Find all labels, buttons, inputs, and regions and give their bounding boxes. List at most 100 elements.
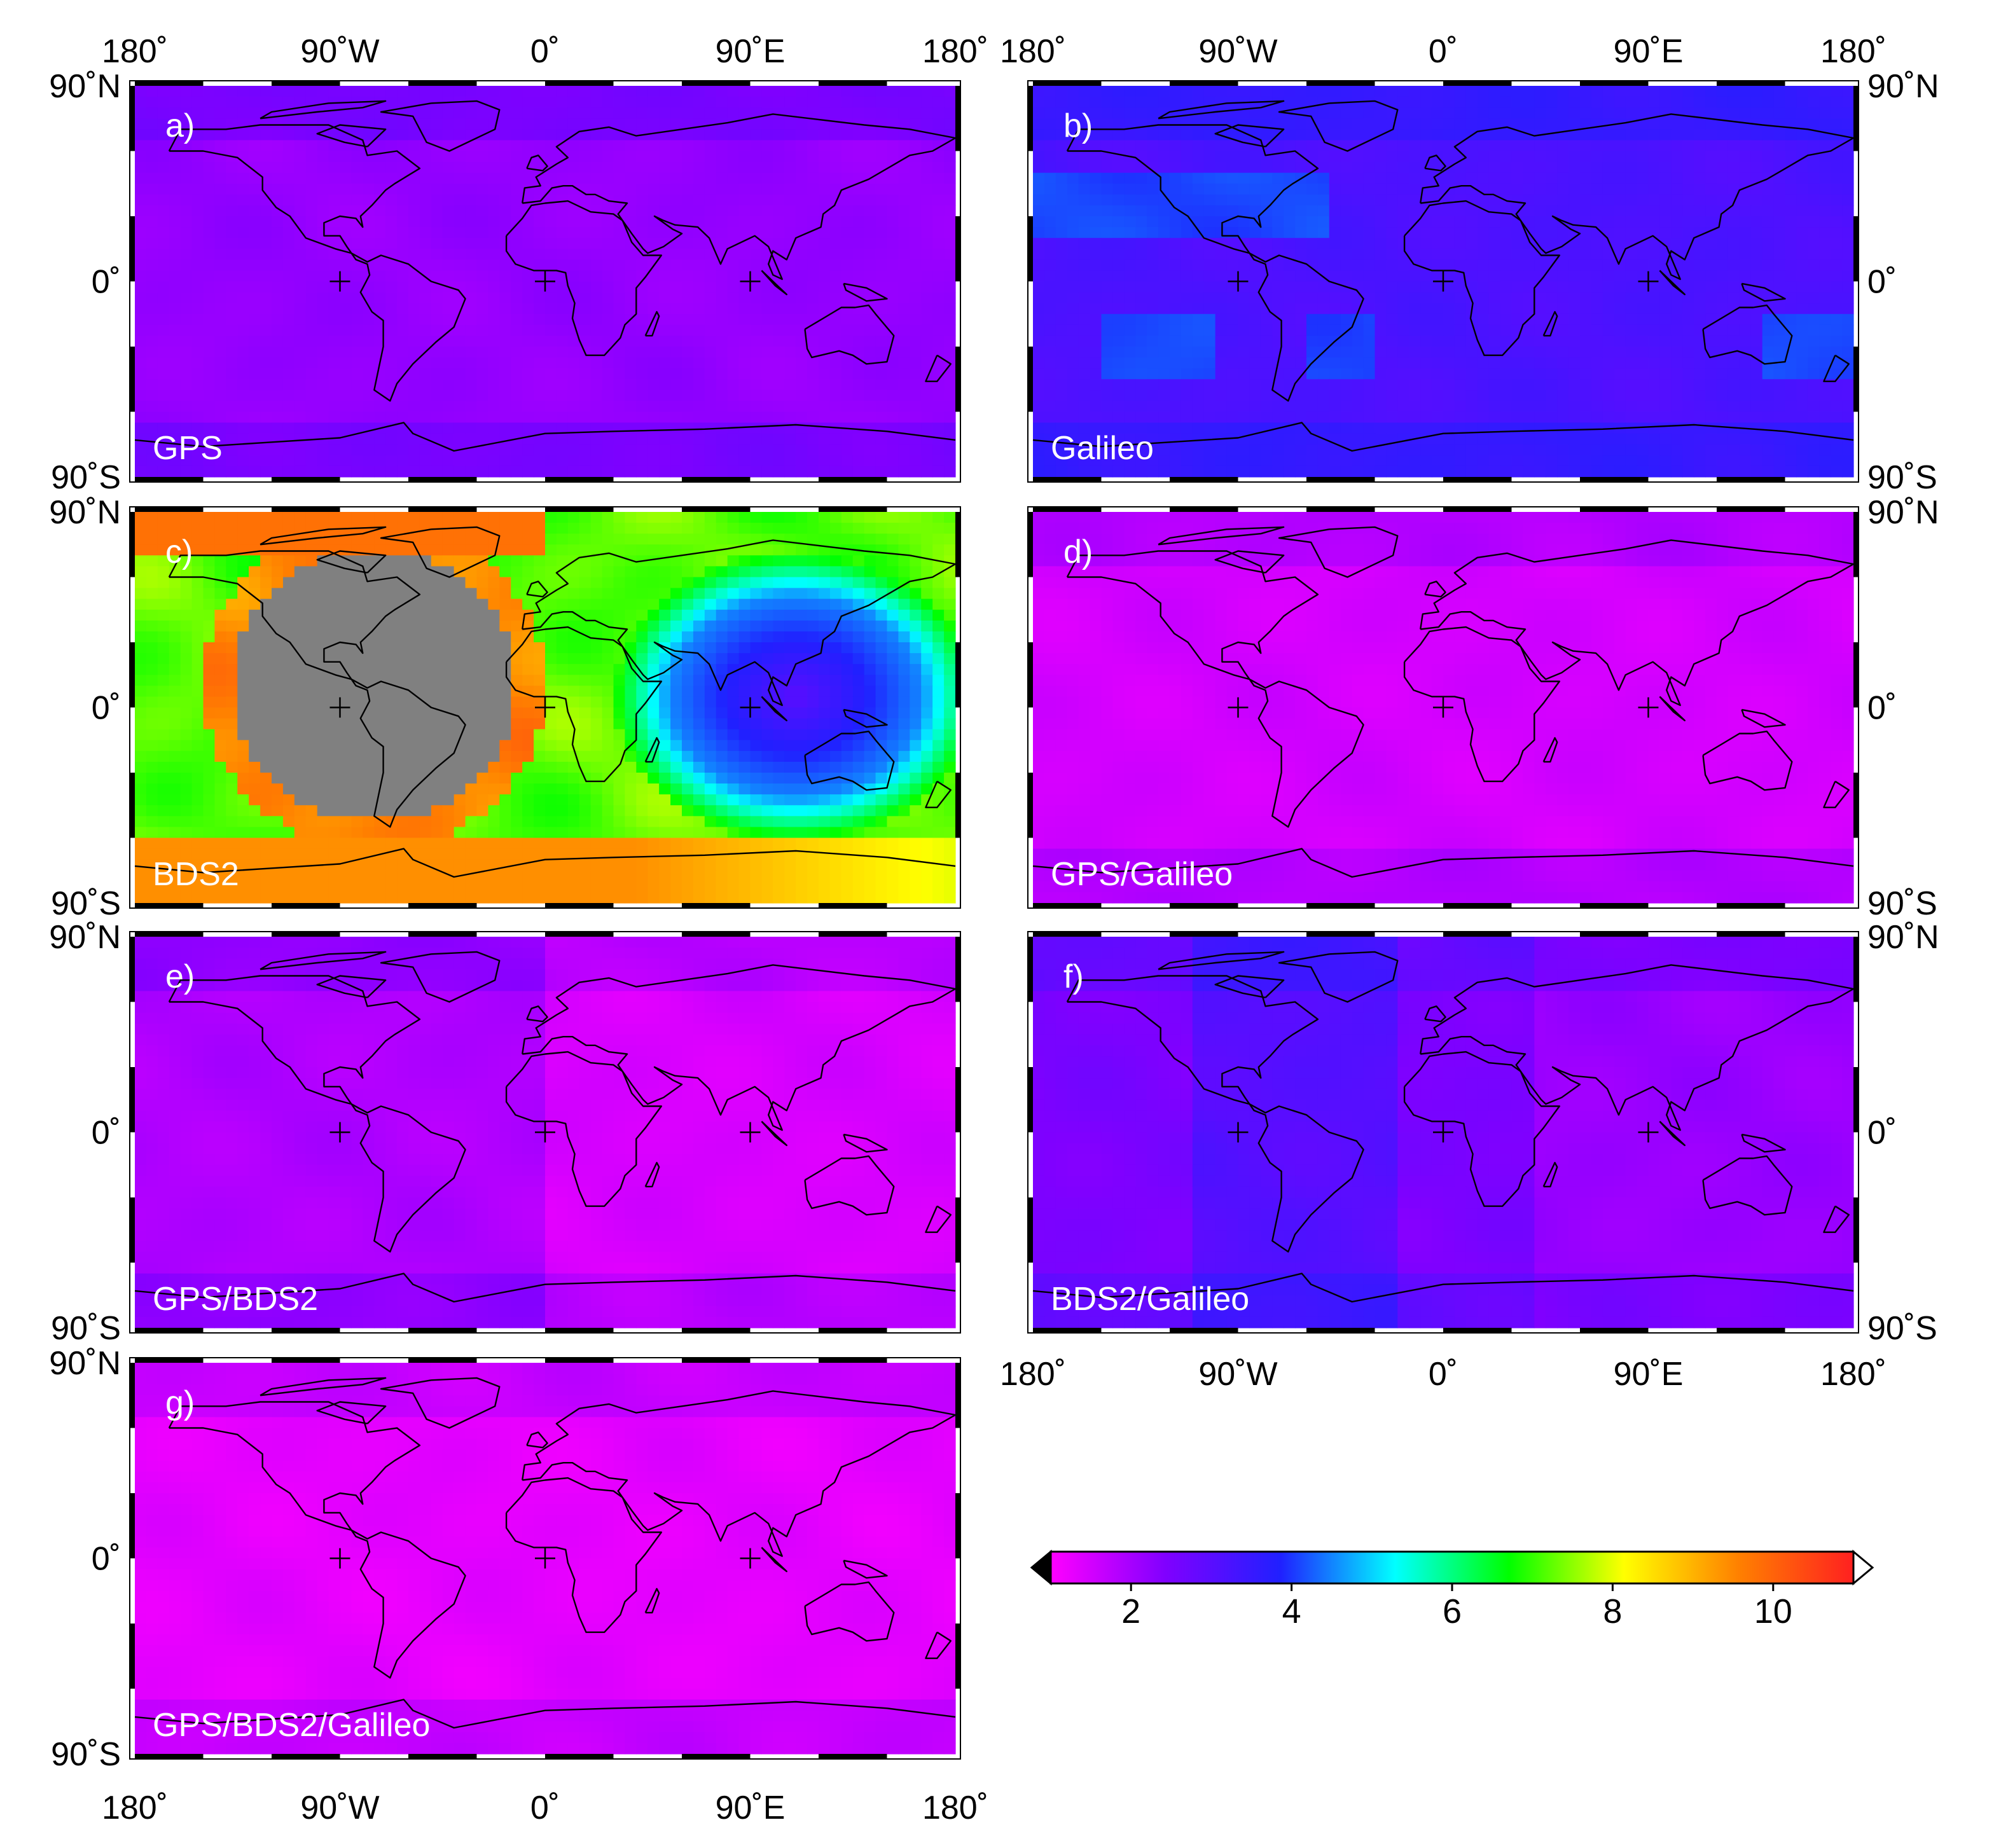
- grid-cell: [898, 455, 910, 467]
- grid-cell: [545, 368, 557, 380]
- grid-cell: [272, 347, 284, 358]
- grid-cell: [442, 249, 455, 260]
- grid-cell: [419, 227, 432, 238]
- grid-cell: [1158, 401, 1170, 413]
- grid-cell: [1842, 97, 1854, 108]
- grid-cell: [1170, 140, 1182, 152]
- grid-cell: [829, 433, 842, 445]
- grid-cell: [1409, 401, 1421, 413]
- grid-cell: [294, 335, 307, 347]
- grid-cell: [602, 259, 614, 272]
- grid-cell: [328, 172, 341, 184]
- grid-cell: [1831, 401, 1843, 413]
- grid-cell: [1112, 401, 1125, 413]
- grid-cell: [499, 86, 511, 97]
- grid-cell: [522, 465, 534, 478]
- grid-cell: [1226, 205, 1239, 217]
- grid-cell: [1750, 259, 1763, 272]
- grid-cell: [180, 411, 193, 424]
- grid-cell: [317, 172, 329, 184]
- grid-cell: [1033, 97, 1045, 108]
- grid-cell: [750, 183, 763, 195]
- grid-cell: [750, 465, 763, 478]
- grid-cell: [534, 390, 546, 402]
- grid-cell: [1602, 194, 1615, 206]
- grid-cell: [1135, 97, 1147, 108]
- grid-cell: [1500, 335, 1513, 347]
- grid-cell: [1340, 401, 1353, 413]
- grid-cell: [169, 97, 181, 108]
- grid-cell: [1625, 357, 1638, 369]
- grid-cell: [1488, 172, 1501, 184]
- grid-cell: [385, 183, 398, 195]
- grid-cell: [511, 368, 523, 380]
- grid-cell: [887, 129, 899, 141]
- grid-cell: [1135, 107, 1147, 119]
- grid-cell: [545, 379, 557, 390]
- grid-cell: [1819, 118, 1831, 130]
- grid-cell: [796, 129, 808, 141]
- grid-cell: [1238, 401, 1250, 413]
- grid-cell: [1317, 411, 1330, 424]
- grid-cell: [864, 401, 876, 413]
- grid-cell: [556, 107, 569, 119]
- coastline: [522, 113, 957, 280]
- grid-cell: [488, 401, 500, 413]
- grid-cell: [556, 129, 569, 141]
- grid-cell: [226, 433, 238, 445]
- grid-cell: [385, 216, 398, 228]
- grid-cell: [476, 162, 489, 174]
- grid-cell: [932, 335, 945, 347]
- grid-cell: [351, 172, 363, 184]
- grid-cell: [647, 107, 660, 119]
- grid-cell: [1033, 205, 1045, 217]
- grid-cell: [1625, 249, 1638, 260]
- grid-cell: [1238, 86, 1250, 97]
- grid-cell: [1602, 227, 1615, 238]
- grid-cell: [636, 444, 648, 456]
- grid-cell: [796, 281, 808, 293]
- grid-cell: [682, 314, 694, 326]
- grid-cell: [1363, 216, 1376, 228]
- grid-cell: [932, 86, 945, 97]
- grid-cell: [282, 368, 295, 380]
- grid-cell: [625, 162, 637, 174]
- grid-cell: [534, 444, 546, 456]
- grid-cell: [431, 465, 443, 478]
- grid-cell: [1580, 183, 1592, 195]
- grid-cell: [1568, 347, 1581, 358]
- grid-cell: [1557, 314, 1569, 326]
- grid-cell: [499, 249, 511, 260]
- grid-cell: [682, 238, 694, 249]
- grid-cell: [1090, 270, 1102, 282]
- grid-cell: [921, 129, 933, 141]
- grid-cell: [807, 172, 819, 184]
- grid-cell: [1637, 216, 1649, 228]
- grid-cell: [1546, 140, 1558, 152]
- grid-cell: [534, 205, 546, 217]
- grid-cell: [374, 433, 386, 445]
- grid-cell: [1158, 368, 1170, 380]
- grid-cell: [1727, 162, 1740, 174]
- grid-cell: [317, 390, 329, 402]
- grid-cell: [887, 151, 899, 163]
- grid-cell: [328, 270, 341, 282]
- grid-cell: [1170, 118, 1182, 130]
- grid-cell: [602, 151, 614, 163]
- grid-cell: [898, 444, 910, 456]
- grid-cell: [1637, 194, 1649, 206]
- grid-cell: [602, 129, 614, 141]
- grid-cell: [784, 465, 796, 478]
- grid-cell: [1546, 86, 1558, 97]
- grid-cell: [1135, 379, 1147, 390]
- grid-cell: [1112, 368, 1125, 380]
- grid-cell: [1534, 259, 1546, 272]
- grid-cell: [898, 97, 910, 108]
- grid-cell: [1306, 411, 1319, 424]
- grid-cell: [807, 292, 819, 304]
- grid-cell: [442, 140, 455, 152]
- frame-tick: [408, 477, 477, 482]
- grid-cell: [1488, 162, 1501, 174]
- grid-cell: [351, 259, 363, 272]
- grid-cell: [305, 205, 318, 217]
